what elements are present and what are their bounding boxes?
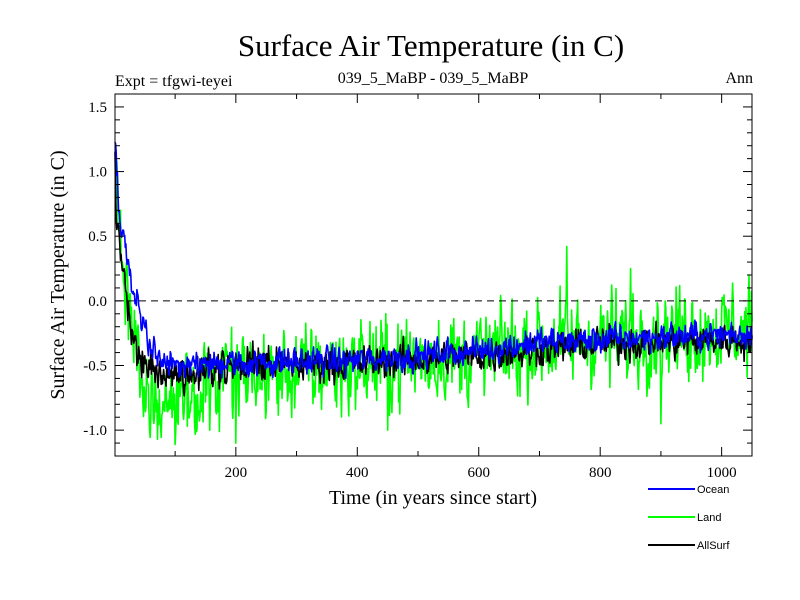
experiment-label: Expt = tfgwi-teyei [115,73,233,90]
series-line-ocean [115,142,752,378]
legend-label-ocean: Ocean [697,484,729,496]
x-tick-label: 200 [225,465,248,481]
ticks-layer: 200 400 600 800 1000 -1.0 -0.5 0.0 0.5 1.0 1.5 [83,94,752,481]
y-tick-label: -1.0 [83,423,107,439]
y-tick-label: 1.5 [88,100,107,116]
legend-label-allsurf: AllSurf [697,540,730,552]
x-tick-label: 1000 [707,465,737,481]
x-tick-label: 600 [467,465,490,481]
y-tick-label: 0.5 [88,229,107,245]
series-line-land [115,161,752,444]
y-tick-label: 0.0 [88,294,107,310]
x-axis-label: Time (in years since start) [329,487,537,509]
chart-title: Surface Air Temperature (in C) [238,28,624,63]
comparison-label: 039_5_MaBP - 039_5_MaBP [338,70,529,87]
y-tick-label: -0.5 [83,359,107,375]
x-tick-label: 800 [589,465,612,481]
y-axis-label: Surface Air Temperature (in C) [47,150,69,399]
period-label: Ann [725,70,753,87]
x-tick-label: 400 [346,465,369,481]
legend: Ocean Land AllSurf [648,484,730,552]
series-layer [115,142,752,444]
chart: Surface Air Temperature (in C) Expt = tf… [0,0,800,600]
legend-label-land: Land [697,512,721,524]
y-tick-label: 1.0 [88,165,107,181]
